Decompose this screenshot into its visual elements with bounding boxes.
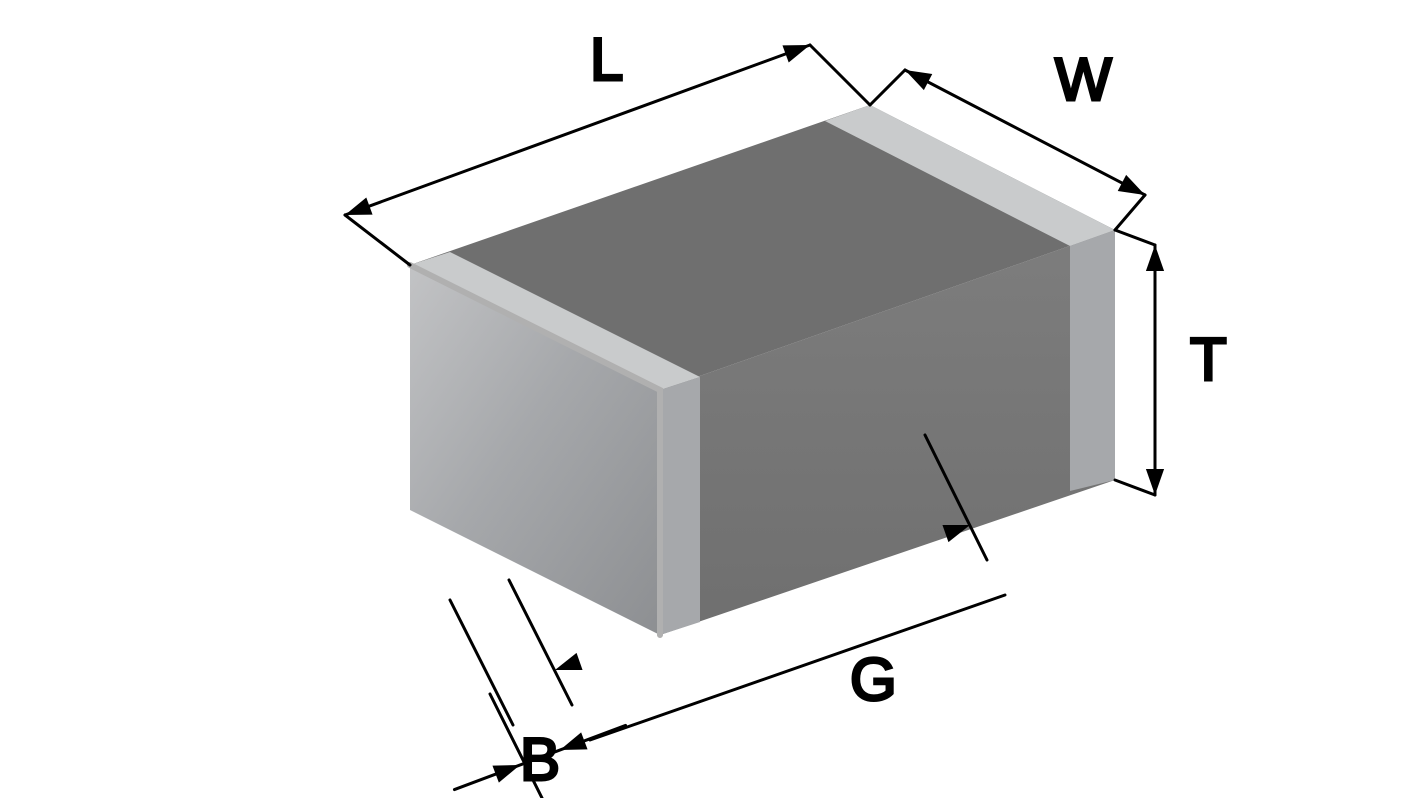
L-arrowhead-1 (345, 198, 373, 215)
L-arrowhead-2 (782, 45, 810, 62)
T-arrowhead-1 (1146, 245, 1164, 271)
T-ext-line-1 (1115, 230, 1155, 245)
label-T: T (1190, 326, 1227, 393)
terminal-right-side (1070, 230, 1115, 491)
W-arrowhead-2 (1118, 175, 1145, 195)
dimension-T: T (1115, 230, 1227, 495)
G-arrowhead-2 (942, 525, 970, 542)
G-arrowhead-1 (555, 653, 583, 670)
W-arrowhead-1 (905, 70, 932, 90)
label-L: L (590, 26, 623, 93)
T-ext-line-2 (1115, 480, 1155, 495)
B-tie-line-a (450, 600, 513, 725)
component-dimension-diagram: L W T G (0, 0, 1420, 798)
L-ext-line-1 (345, 215, 410, 265)
label-W: W (1055, 46, 1112, 113)
label-B: B (520, 726, 560, 793)
dimension-B: B (450, 600, 626, 798)
L-ext-line-2 (810, 45, 870, 105)
terminal-left-side (660, 377, 700, 635)
smd-component-body (410, 105, 1115, 635)
label-G: G (850, 646, 897, 713)
W-ext-line-1 (870, 70, 905, 105)
W-ext-line-2 (1115, 195, 1145, 230)
G-tie-line-a (509, 580, 572, 705)
